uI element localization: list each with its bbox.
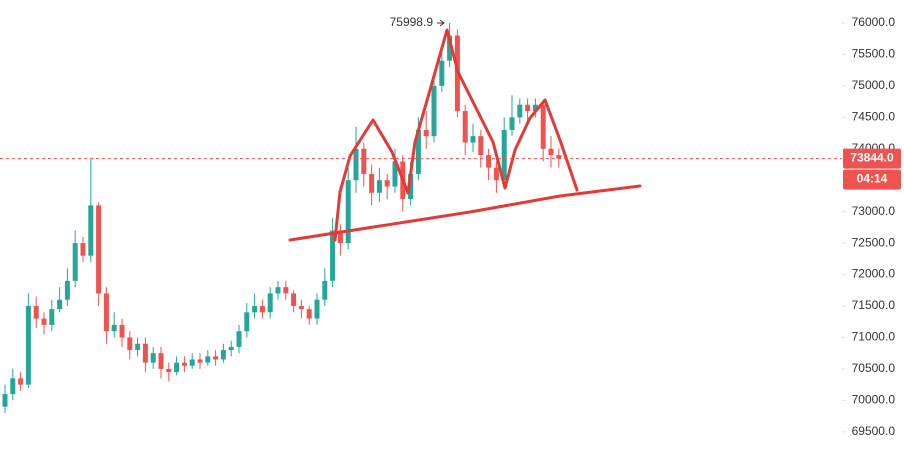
y-tick-label: 72500.0 [852, 235, 896, 249]
candle-body [72, 243, 78, 281]
last-price-label: 73844.0 [850, 151, 894, 165]
candle-body [150, 353, 156, 363]
candle-body [259, 306, 265, 313]
candle-body [228, 346, 234, 351]
y-tick-label: 69500.0 [852, 424, 896, 438]
candle-body [80, 243, 86, 256]
candle-body [275, 287, 281, 294]
candle-body [330, 230, 336, 281]
candle-body [88, 205, 94, 256]
candle-body [462, 111, 468, 143]
candle-body [509, 117, 515, 130]
annotation-arrowhead [439, 19, 445, 27]
candle-body [158, 353, 164, 369]
peak-annotation: 75998.9 [390, 15, 434, 29]
candle-body [548, 148, 554, 156]
candle-body [119, 324, 125, 338]
timer-box [843, 169, 901, 190]
candle-body [213, 356, 219, 360]
candle-body [525, 104, 531, 112]
candle-body [283, 287, 289, 294]
candle-body [376, 180, 382, 193]
candle-body [415, 129, 421, 174]
candle-body [314, 299, 320, 319]
candle-body [267, 293, 273, 313]
candle-body [41, 318, 47, 325]
last-price-box [843, 148, 901, 169]
candle-body [96, 205, 102, 294]
candle-body [181, 362, 187, 366]
y-tick-label: 75000.0 [852, 78, 896, 92]
candle-body [2, 394, 8, 407]
candle-body [135, 343, 141, 351]
candle-body [174, 362, 180, 373]
candle-body [478, 136, 484, 156]
y-tick-label: 71500.0 [852, 298, 896, 312]
candle-body [252, 306, 258, 313]
candle-body [431, 85, 437, 137]
candle-body [103, 293, 109, 332]
candle-body [447, 35, 453, 61]
candle-body [25, 306, 31, 385]
y-tick-label: 72000.0 [852, 267, 896, 281]
candle-body [556, 155, 562, 159]
candles [2, 23, 562, 413]
y-tick-label: 70500.0 [852, 361, 896, 375]
candle-body [532, 104, 538, 112]
candle-body [369, 173, 375, 193]
candle-body [540, 104, 546, 149]
candle-body [493, 167, 499, 181]
candle-body [236, 331, 242, 347]
candle-body [111, 324, 117, 332]
timer-label: 04:14 [857, 172, 888, 186]
candle-body [423, 129, 429, 137]
candle-body [392, 161, 398, 187]
candle-body [142, 343, 148, 363]
y-tick-label: 75500.0 [852, 47, 896, 61]
candle-body [49, 309, 55, 325]
candle-body [306, 309, 312, 319]
candle-body [361, 148, 367, 174]
candle-body [322, 280, 328, 300]
candle-body [220, 350, 226, 360]
y-tick-label: 73000.0 [852, 204, 896, 218]
candle-body [439, 60, 445, 86]
y-tick-label: 70000.0 [852, 393, 896, 407]
candle-body [337, 230, 343, 244]
candle-body [205, 356, 211, 363]
candle-body [189, 359, 195, 366]
candle-body [57, 299, 63, 310]
candle-body [166, 368, 172, 373]
candle-body [244, 312, 250, 332]
candle-body [298, 306, 304, 310]
candle-body [127, 337, 133, 351]
candle-body [291, 293, 297, 307]
neckline-drawing [288, 184, 642, 242]
candle-body [18, 378, 24, 385]
y-tick-label: 74500.0 [852, 109, 896, 123]
pattern-drawing [333, 28, 579, 242]
candle-body [501, 129, 507, 181]
candle-body [33, 306, 39, 319]
candle-body [470, 136, 476, 143]
candle-body [384, 180, 390, 187]
candle-body [353, 148, 359, 181]
candle-body [517, 104, 523, 118]
candle-body [64, 280, 70, 300]
y-tick-label: 71000.0 [852, 330, 896, 344]
candle-body [197, 359, 203, 363]
candle-body [408, 173, 414, 200]
y-tick-label: 76000.0 [852, 15, 896, 29]
candle-body [10, 378, 16, 395]
candle-body [486, 155, 492, 168]
candle-body [345, 180, 351, 244]
